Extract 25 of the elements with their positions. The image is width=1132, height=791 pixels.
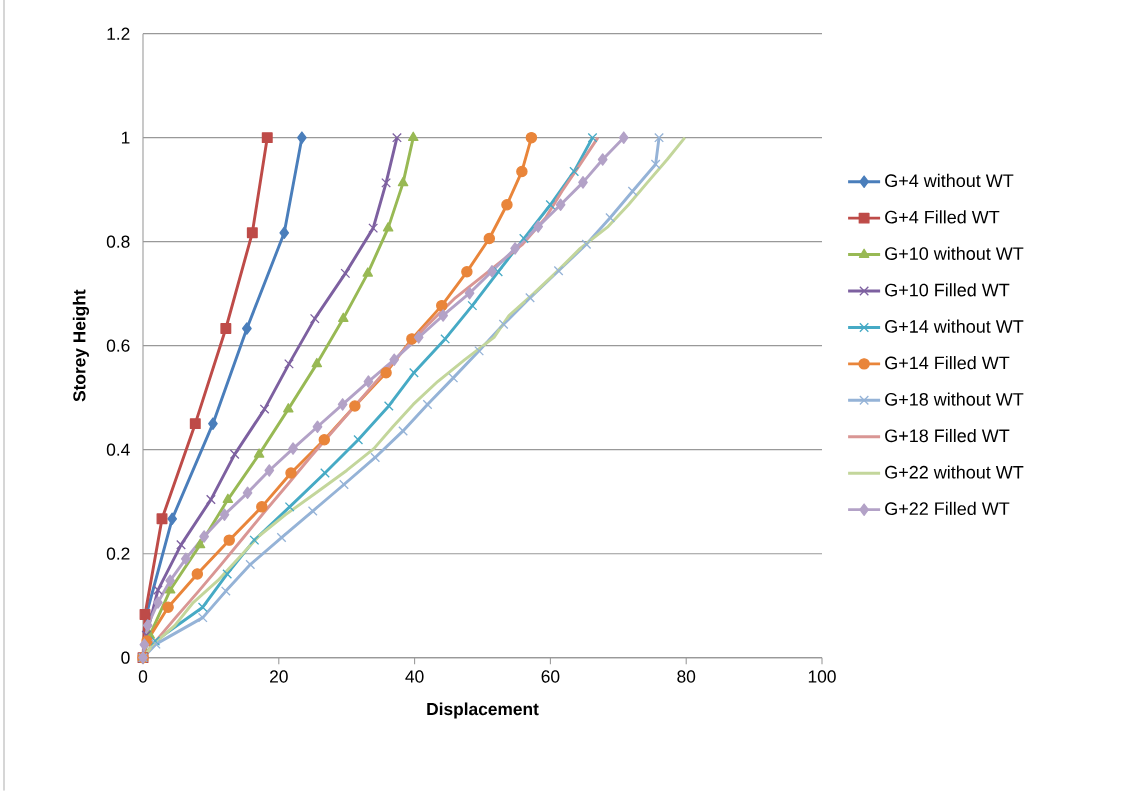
legend-label: G+10 without WT <box>885 246 1024 261</box>
x-tick-label: 20 <box>270 670 288 683</box>
legend-label: G+18 without WT <box>885 392 1024 406</box>
y-tick-label: 0.4 <box>106 443 130 456</box>
y-tick-label: 1 <box>121 131 130 144</box>
y-tick-label: 0.6 <box>106 339 130 352</box>
legend-label: G+10 Filled WT <box>885 283 1010 297</box>
legend-label: G+14 without WT <box>885 319 1024 333</box>
legend-label: G+18 Filled WT <box>885 429 1010 443</box>
x-tick-label: 0 <box>138 670 148 683</box>
x-tick-label: 100 <box>808 670 836 683</box>
x-tick-label: 60 <box>541 670 560 683</box>
y-tick-label: 0 <box>121 651 130 664</box>
x-axis-title: Displacement <box>427 702 539 719</box>
x-tick-label: 40 <box>405 670 424 683</box>
y-tick-label: 0.8 <box>106 235 130 248</box>
legend-label: G+4 Filled WT <box>885 210 1000 224</box>
y-tick-label: 0.2 <box>106 547 130 560</box>
x-tick-label: 80 <box>677 670 696 683</box>
y-tick-label: 1.2 <box>107 27 130 40</box>
legend-label: G+22 Filled WT <box>885 501 1010 516</box>
legend-label: G+14 Filled WT <box>885 356 1010 370</box>
y-axis-title: Storey Height <box>72 289 90 402</box>
legend-label: G+22 without WT <box>885 465 1024 479</box>
legend-label: G+4 without WT <box>885 174 1014 188</box>
